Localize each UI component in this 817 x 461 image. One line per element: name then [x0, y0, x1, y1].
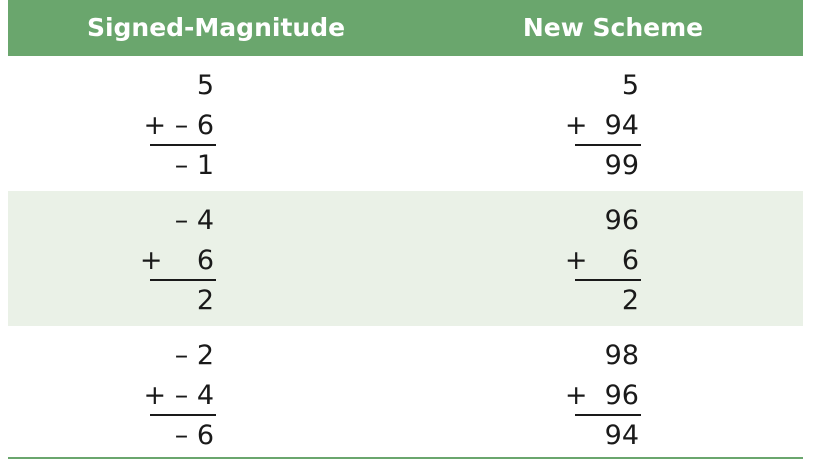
second-operand: + 96: [564, 380, 639, 411]
sum-result: 2: [621, 285, 639, 316]
header-signed-magnitude: Signed-Magnitude: [86, 13, 346, 42]
second-operand: + 6: [139, 245, 214, 276]
sum-rule: [150, 414, 216, 416]
new-scheme-problem: 98 + 96 94: [565, 336, 651, 456]
table-bottom-border: [8, 457, 803, 459]
sum-rule: [575, 279, 641, 281]
new-scheme-problem: 5 + 94 99: [565, 66, 651, 186]
sum-rule: [150, 144, 216, 146]
first-operand: 5: [196, 70, 214, 101]
header-new-scheme: New Scheme: [522, 13, 704, 42]
second-operand: + – 6: [143, 110, 214, 141]
signed-magnitude-problem: – 2 + – 4 – 6: [143, 336, 226, 456]
sum-result: 2: [196, 285, 214, 316]
second-operand: + 94: [564, 110, 639, 141]
sum-result: 99: [604, 150, 639, 181]
first-operand: 98: [604, 340, 639, 371]
comparison-table: Signed-Magnitude New Scheme 5 + – 6 – 1 …: [8, 0, 803, 461]
sum-rule: [575, 414, 641, 416]
signed-magnitude-problem: – 4 + 6 2: [140, 201, 226, 321]
first-operand: 96: [604, 205, 639, 236]
sum-result: – 6: [174, 420, 214, 451]
first-operand: 5: [621, 70, 639, 101]
first-operand: – 2: [174, 340, 214, 371]
sum-rule: [575, 144, 641, 146]
table-row: 5 + – 6 – 1 5 + 94 99: [8, 56, 803, 191]
sum-result: – 1: [174, 150, 214, 181]
sum-rule: [150, 279, 216, 281]
table-row: – 2 + – 4 – 6 98 + 96 94: [8, 326, 803, 461]
new-scheme-problem: 96 + 6 2: [565, 201, 651, 321]
second-operand: + 6: [564, 245, 639, 276]
table-row: – 4 + 6 2 96 + 6 2: [8, 191, 803, 326]
signed-magnitude-problem: 5 + – 6 – 1: [143, 66, 226, 186]
table-header: Signed-Magnitude New Scheme: [8, 0, 803, 56]
second-operand: + – 4: [143, 380, 214, 411]
sum-result: 94: [604, 420, 639, 451]
first-operand: – 4: [174, 205, 214, 236]
